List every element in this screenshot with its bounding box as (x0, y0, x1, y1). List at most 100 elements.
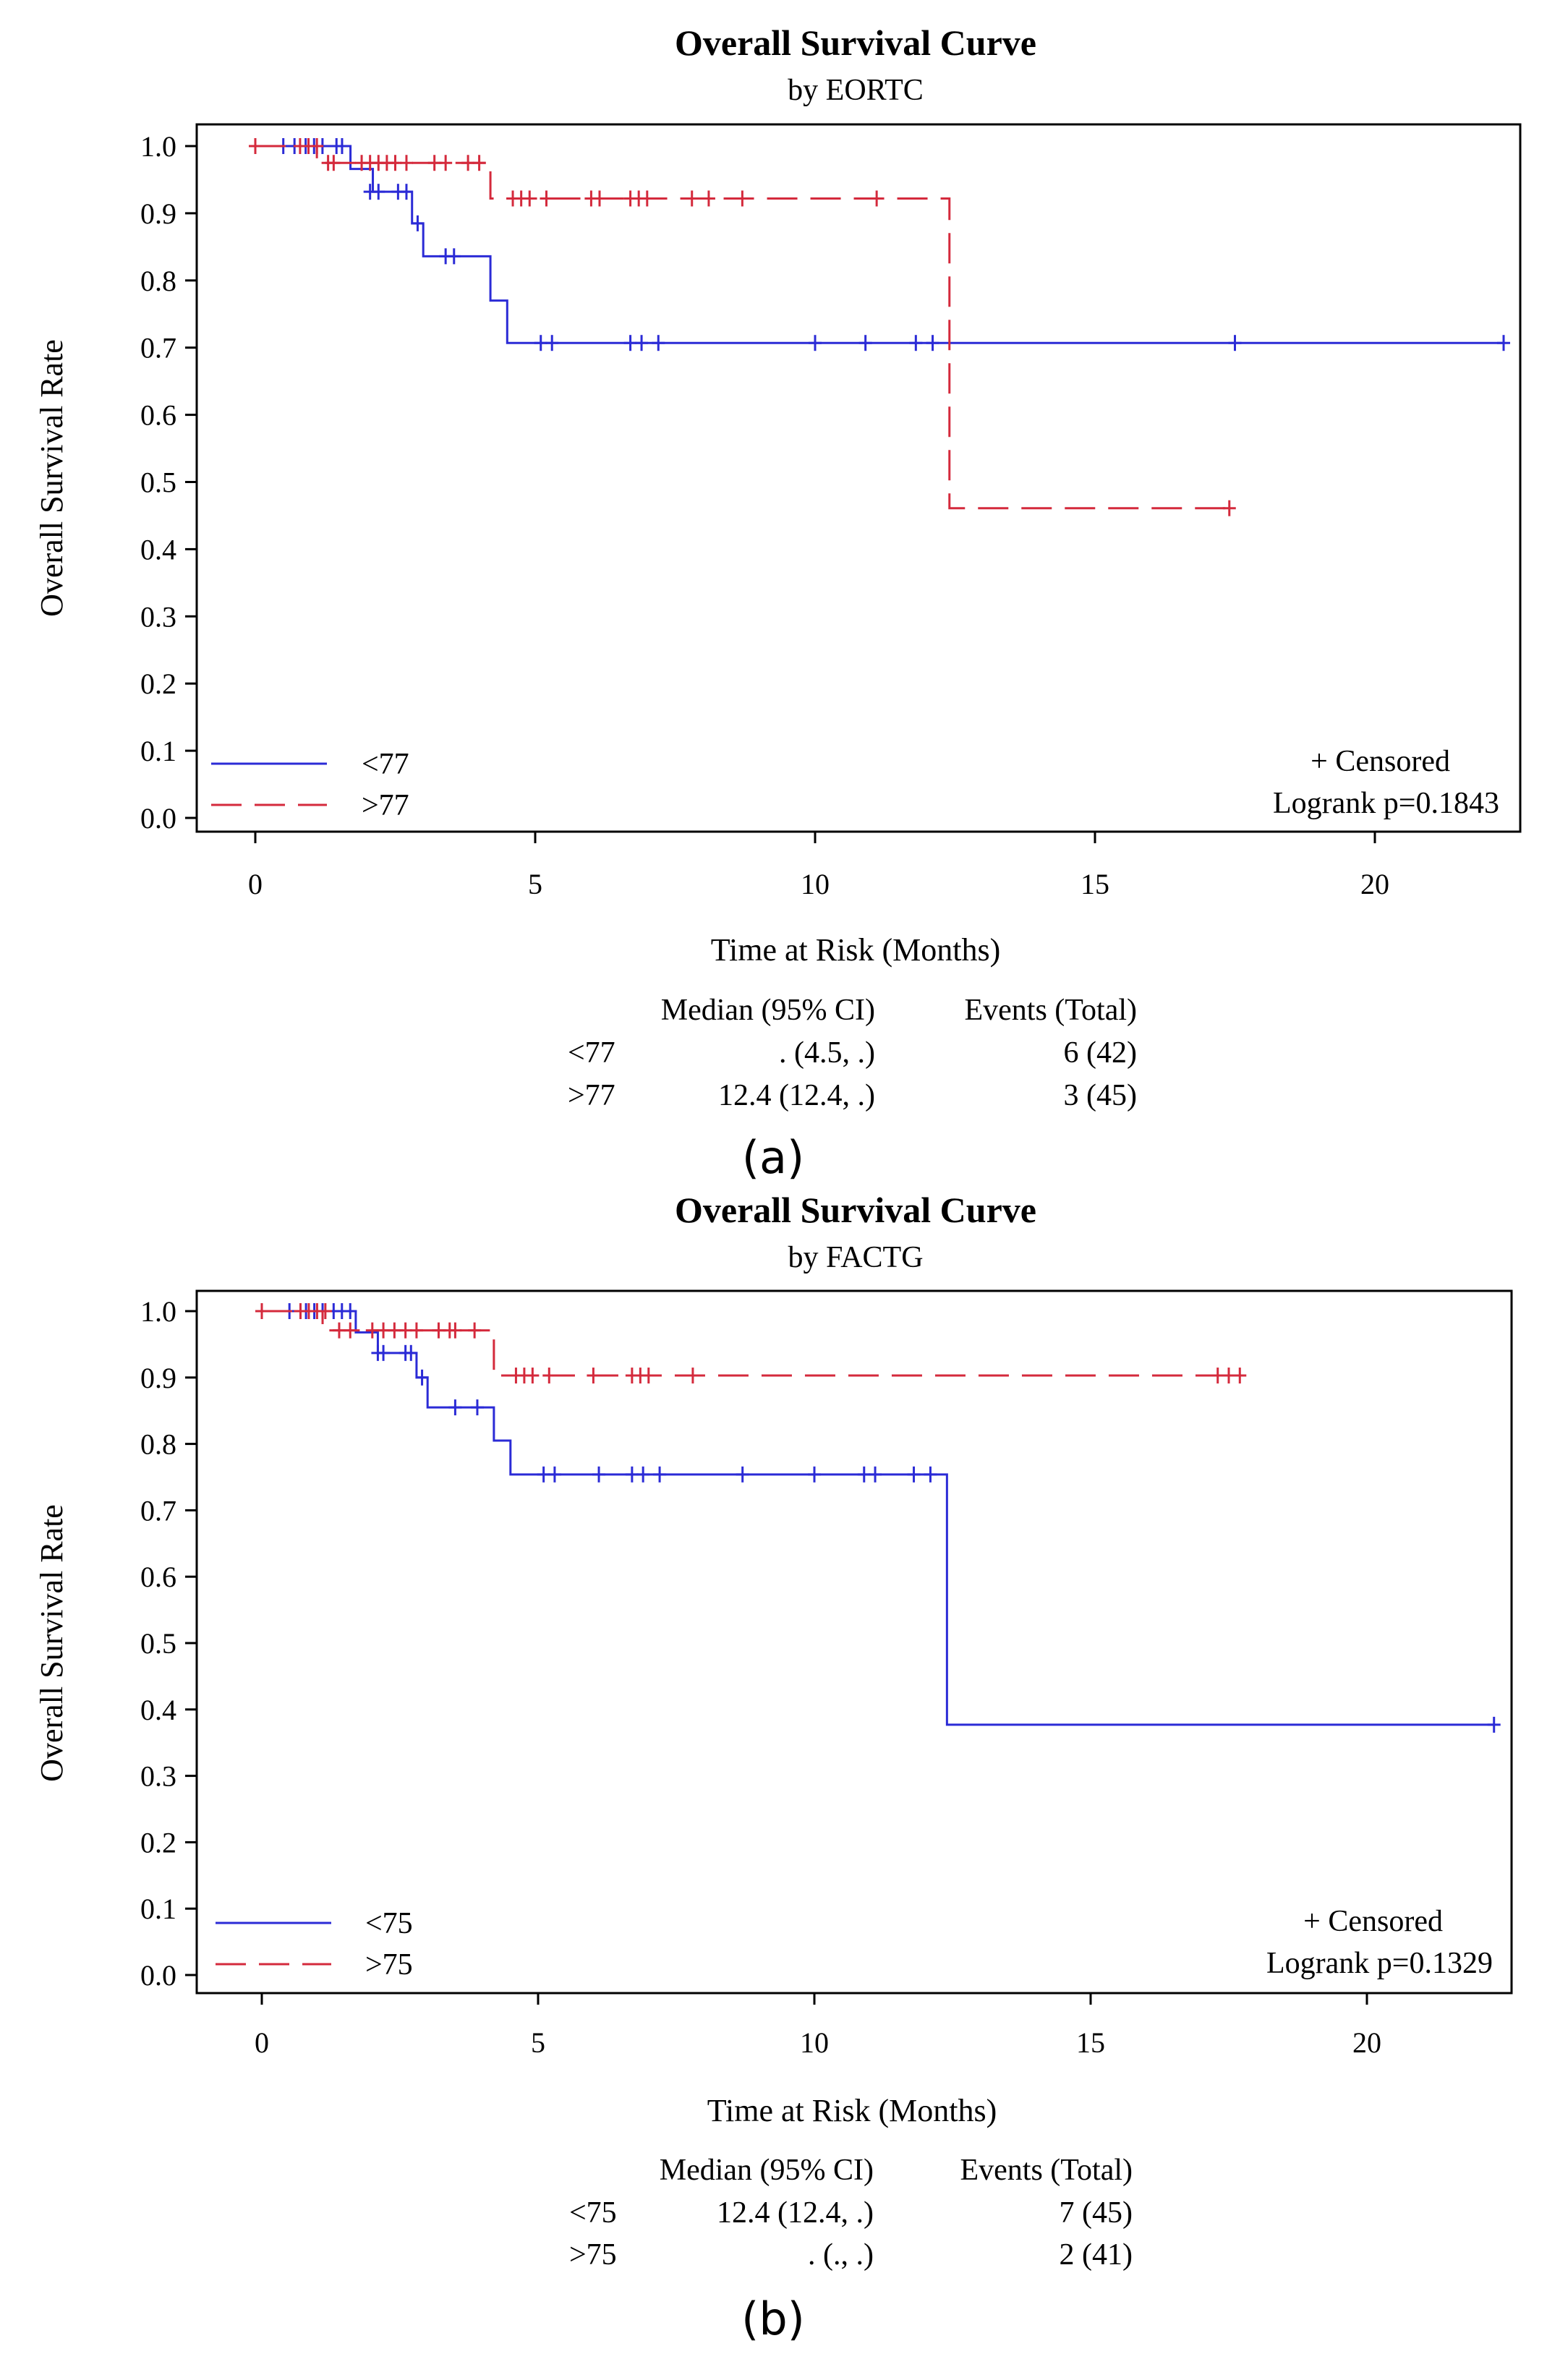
y-tick-label: 0.7 (140, 332, 176, 364)
chart-b-x-axis: 0 5 10 15 20 (255, 1993, 1381, 2059)
censor-mark (625, 1466, 639, 1483)
censor-mark (249, 138, 262, 154)
censor-mark (377, 1322, 391, 1339)
censor-mark (344, 1322, 357, 1339)
chart-b-censored-note: + Censored (1303, 1905, 1443, 1938)
y-tick-label: 0.8 (140, 1428, 176, 1461)
censor-mark (642, 1368, 655, 1384)
censor-mark (468, 1322, 482, 1339)
censor-mark (365, 1322, 379, 1339)
table-b-header-events: Events (Total) (960, 2154, 1133, 2187)
y-tick-label: 1.0 (140, 130, 176, 163)
censor-mark (635, 335, 649, 351)
y-tick-label: 1.0 (140, 1295, 176, 1328)
survival-curve-low (262, 1310, 1494, 1726)
table-a-median-2: 12.4 (12.4, .) (718, 1079, 875, 1112)
survival-curve-low (255, 145, 1504, 344)
censor-mark (1222, 500, 1236, 516)
censor-mark (808, 1466, 821, 1483)
panel-label-a: (a) (742, 1131, 804, 1184)
censor-mark (432, 1322, 446, 1339)
censor-mark (909, 335, 923, 351)
table-b-events-1: 7 (45) (1060, 2196, 1133, 2230)
censor-mark (327, 155, 341, 171)
table-b-group-2: >75 (569, 2238, 617, 2272)
censor-mark (448, 1399, 462, 1416)
y-tick-label: 0.2 (140, 1826, 176, 1859)
x-tick-label: 10 (800, 2026, 829, 2059)
y-tick-label: 0.3 (140, 600, 176, 633)
censor-mark (448, 1322, 462, 1339)
chart-b-series (255, 1303, 1501, 1733)
table-b-events-2: 2 (41) (1060, 2238, 1133, 2272)
chart-b-xlabel: Time at Risk (Months) (707, 2093, 997, 2128)
chart-a: Overall Survival Curve by EORTC 0.00.10.… (34, 22, 1522, 1184)
censor-mark (587, 1368, 600, 1384)
censor-mark (404, 1344, 418, 1361)
x-tick-label: 15 (1076, 2026, 1105, 2059)
censor-mark (411, 215, 425, 231)
survival-curve-high (262, 1310, 1240, 1377)
chart-a-y-axis: 0.0 0.1 0.2 0.3 0.4 0.5 0.6 0.7 0.8 0.9 1.0 (140, 130, 197, 835)
y-tick-label: 0.4 (140, 533, 176, 566)
y-tick-label: 0.9 (140, 1362, 176, 1394)
censor-mark (640, 190, 654, 207)
x-tick-label: 20 (1360, 868, 1389, 900)
y-tick-label: 0.0 (140, 802, 176, 835)
censor-mark (332, 1322, 346, 1339)
y-tick-label: 0.6 (140, 399, 176, 432)
censor-mark (461, 155, 475, 171)
chart-a-subtitle: by EORTC (788, 74, 924, 107)
chart-a-legend: <77 >77 (211, 748, 409, 822)
censor-mark (809, 335, 822, 351)
y-tick-label: 0.5 (140, 1627, 176, 1660)
censor-mark (653, 1466, 667, 1483)
censor-mark (702, 190, 715, 207)
x-tick-label: 0 (255, 2026, 269, 2059)
censor-mark (318, 1303, 332, 1319)
censor-mark (255, 1303, 268, 1319)
chart-a-plot-frame (195, 123, 1522, 833)
legend-label-lt77: <77 (362, 748, 409, 781)
y-tick-label: 0.1 (140, 1893, 176, 1925)
y-tick-label: 0.5 (140, 466, 176, 499)
censor-mark (652, 335, 665, 351)
censor-mark (870, 190, 884, 207)
censor-mark (542, 1368, 556, 1384)
censor-mark (377, 1344, 391, 1361)
y-tick-label: 0.6 (140, 1561, 176, 1593)
x-tick-label: 20 (1352, 2026, 1381, 2059)
censor-mark (857, 1466, 871, 1483)
legend-label-gt75: >75 (365, 1948, 413, 1982)
censor-mark (415, 1369, 429, 1386)
table-a-events-2: 3 (45) (1064, 1079, 1137, 1112)
censor-mark (593, 190, 607, 207)
censor-mark (1228, 335, 1242, 351)
table-a-header-median: Median (95% CI) (661, 994, 875, 1027)
chart-b-title: Overall Survival Curve (675, 1190, 1036, 1230)
censor-mark (427, 155, 441, 171)
x-tick-label: 5 (531, 2026, 545, 2059)
table-b-median-2: . (., .) (808, 2238, 874, 2272)
chart-b-ylabel: Overall Survival Rate (34, 1504, 69, 1782)
censor-mark (1233, 1368, 1247, 1384)
censor-mark (736, 1466, 749, 1483)
chart-a-title: Overall Survival Curve (675, 22, 1036, 63)
table-a-events-1: 6 (42) (1064, 1036, 1137, 1070)
chart-b-y-axis: 0.0 0.1 0.2 0.3 0.4 0.5 0.6 0.7 0.8 0.9 1.0 (140, 1295, 197, 1992)
x-tick-label: 15 (1081, 868, 1109, 900)
chart-a-logrank: Logrank p=0.1843 (1273, 787, 1499, 820)
censor-mark (540, 190, 553, 207)
chart-a-median-table: Median (95% CI) Events (Total) <77 . (4.… (568, 994, 1137, 1112)
table-b-median-1: 12.4 (12.4, .) (717, 2196, 874, 2230)
censor-mark (344, 1303, 357, 1319)
chart-a-ylabel: Overall Survival Rate (34, 339, 69, 617)
chart-a-censored-note: + Censored (1311, 745, 1450, 778)
censor-mark (310, 138, 324, 154)
censor-mark (1497, 335, 1511, 351)
censor-mark (623, 335, 637, 351)
y-tick-label: 0.0 (140, 1959, 176, 1992)
censor-mark (534, 335, 547, 351)
legend-label-gt77: >77 (362, 789, 409, 822)
